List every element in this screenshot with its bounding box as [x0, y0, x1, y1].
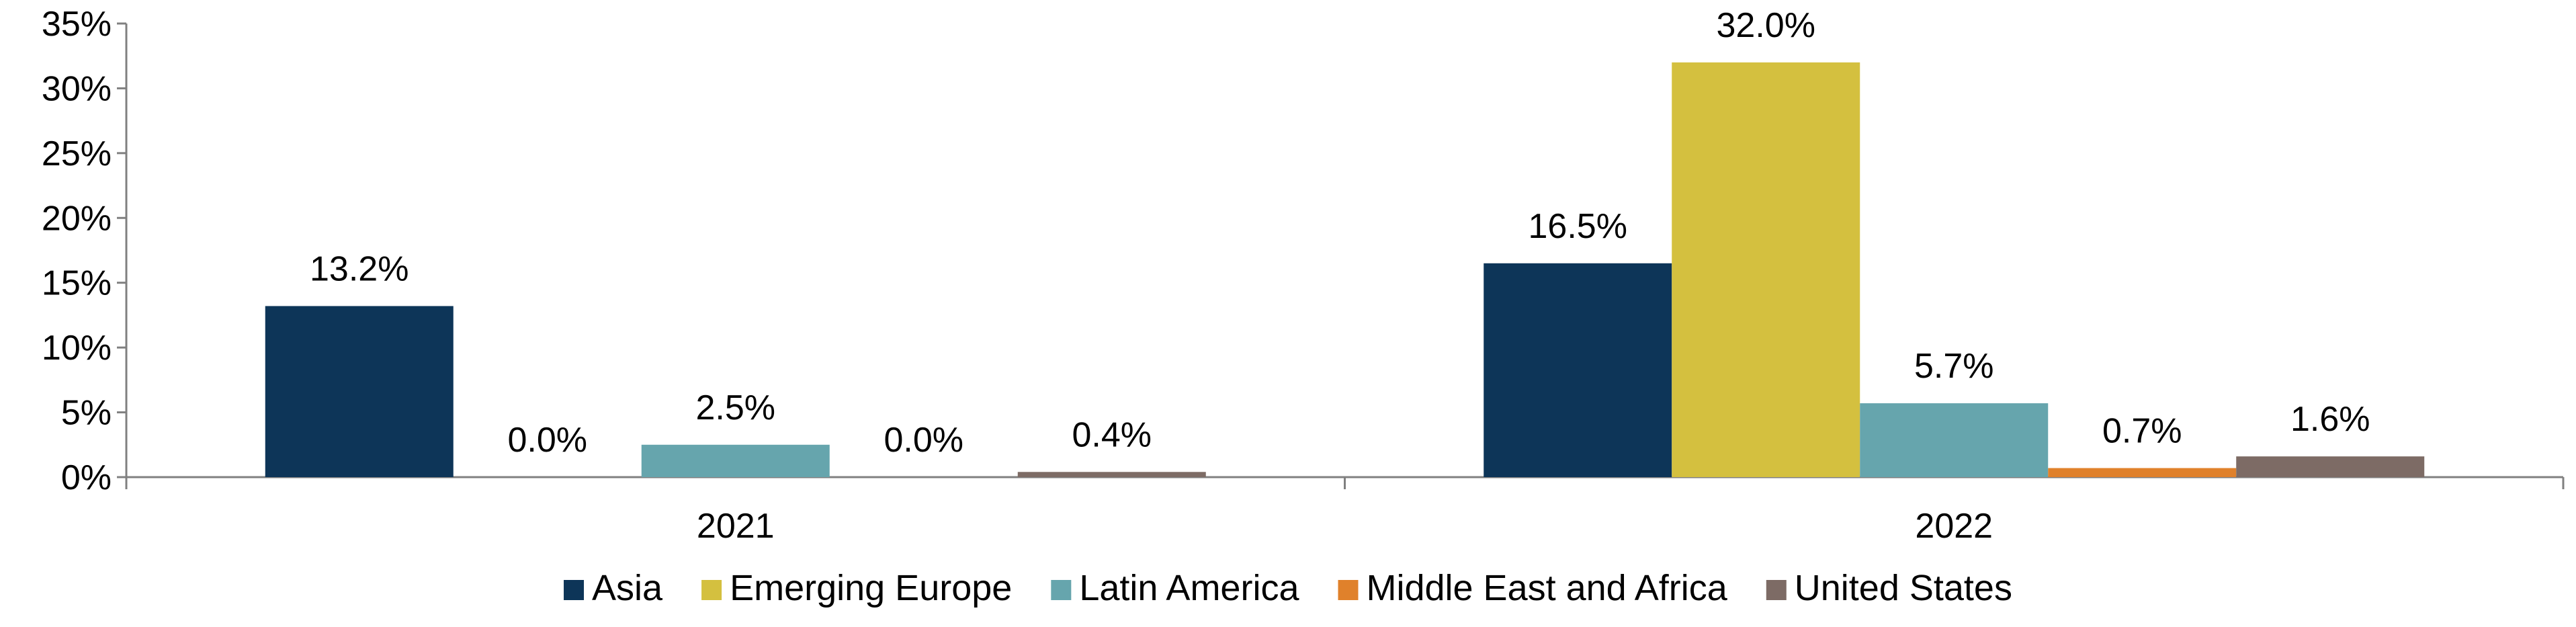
legend-swatch [564, 580, 585, 600]
y-tick-label: 5% [61, 394, 112, 433]
bar [1672, 62, 1860, 478]
y-tick-label: 35% [42, 5, 112, 44]
axes: 0% 5% 10% 15% 20% 25% 30% 35% 2021 2022 [42, 5, 2565, 546]
y-tick-label: 30% [42, 69, 112, 108]
data-label: 32.0% [1717, 6, 1815, 45]
y-tick-label: 25% [42, 134, 112, 173]
bar [1484, 263, 1672, 477]
data-label: 2.5% [695, 388, 775, 427]
data-label: 0.0% [884, 421, 963, 460]
data-label: 16.5% [1529, 207, 1627, 246]
legend: Asia Emerging Europe Latin America Middle E… [564, 568, 2012, 608]
legend-label: Emerging Europe [730, 568, 1012, 608]
bar [2048, 468, 2237, 477]
bar [641, 444, 830, 477]
legend-label: Latin America [1079, 568, 1299, 608]
data-label: 0.7% [2102, 412, 2182, 451]
bar [2236, 456, 2425, 477]
data-label: 5.7% [1914, 347, 1994, 386]
data-label: 0.0% [507, 421, 587, 460]
legend-swatch [1338, 580, 1359, 600]
bars [265, 62, 2425, 478]
bar [1017, 472, 1206, 477]
data-label: 0.4% [1072, 415, 1152, 454]
legend-swatch [1766, 580, 1787, 600]
legend-swatch [1051, 580, 1072, 600]
x-tick-label: 2022 [1915, 507, 1993, 546]
data-labels: 13.2% 0.0% 2.5% 0.0% 0.4% 16.5% 32.0% 5.7% 0.7% 1… [310, 6, 2370, 460]
legend-label: United States [1795, 568, 2012, 608]
data-label: 13.2% [310, 249, 409, 288]
y-tick-label: 10% [42, 329, 112, 368]
data-label: 1.6% [2290, 400, 2370, 439]
legend-label: Middle East and Africa [1366, 568, 1727, 608]
y-tick-label: 15% [42, 264, 112, 303]
legend-label: Asia [592, 568, 663, 608]
bar [265, 306, 454, 477]
x-tick-label: 2021 [697, 507, 775, 546]
bar [1860, 403, 2049, 477]
y-tick-label: 0% [61, 458, 112, 497]
y-tick-label: 20% [42, 199, 112, 238]
legend-swatch [701, 580, 722, 600]
